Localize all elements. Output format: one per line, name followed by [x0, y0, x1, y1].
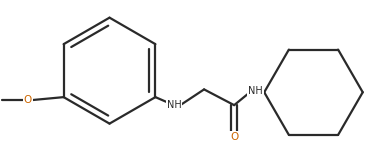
Text: NH: NH [166, 100, 181, 110]
Text: O: O [230, 132, 238, 142]
Text: NH: NH [248, 86, 263, 96]
Text: O: O [24, 95, 32, 105]
